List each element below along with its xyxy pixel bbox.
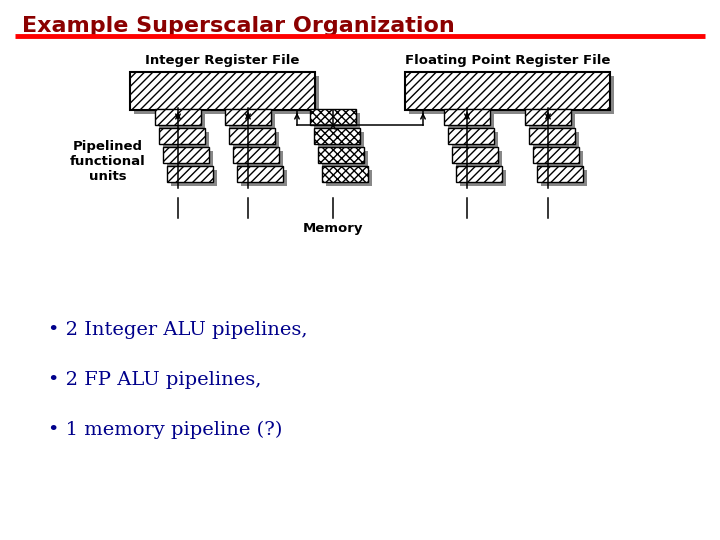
Bar [537,166,583,182]
Bar [529,113,575,129]
Bar [167,151,213,167]
Bar [167,166,213,182]
Bar [525,109,571,125]
Bar [134,76,319,114]
Bar [233,132,279,148]
Bar [241,170,287,186]
Bar [537,151,583,167]
Text: Integer Register File: Integer Register File [145,54,300,67]
Bar [529,128,575,144]
Bar [163,147,209,163]
Bar [159,128,205,144]
Bar [541,170,587,186]
Bar [233,147,279,163]
Bar [318,147,364,163]
Bar [229,128,275,144]
Text: • 1 memory pipeline (?): • 1 memory pipeline (?) [48,421,282,439]
Bar [314,113,360,129]
Bar [318,132,364,148]
Text: • 2 FP ALU pipelines,: • 2 FP ALU pipelines, [48,371,261,389]
Bar [460,170,506,186]
Bar [237,151,283,167]
Bar [456,151,502,167]
Bar [229,113,275,129]
Bar [444,109,490,125]
Bar [533,132,579,148]
Bar [326,170,372,186]
Text: Example Superscalar Organization: Example Superscalar Organization [22,16,455,36]
Bar [130,72,315,110]
Bar [448,113,494,129]
Text: Memory: Memory [302,222,364,235]
Bar [322,166,368,182]
Bar [322,151,368,167]
Bar [452,147,498,163]
Bar [159,113,205,129]
Bar [310,109,356,125]
Bar [171,170,217,186]
Text: Floating Point Register File: Floating Point Register File [405,54,610,67]
Bar [405,72,610,110]
Bar [237,166,283,182]
Bar [452,132,498,148]
Bar [456,166,502,182]
Bar [163,132,209,148]
Bar [225,109,271,125]
Bar [409,76,614,114]
Bar [155,109,201,125]
Bar [533,147,579,163]
Bar [314,128,360,144]
Text: Pipelined
functional
units: Pipelined functional units [70,140,146,183]
Text: • 2 Integer ALU pipelines,: • 2 Integer ALU pipelines, [48,321,307,339]
Bar [448,128,494,144]
